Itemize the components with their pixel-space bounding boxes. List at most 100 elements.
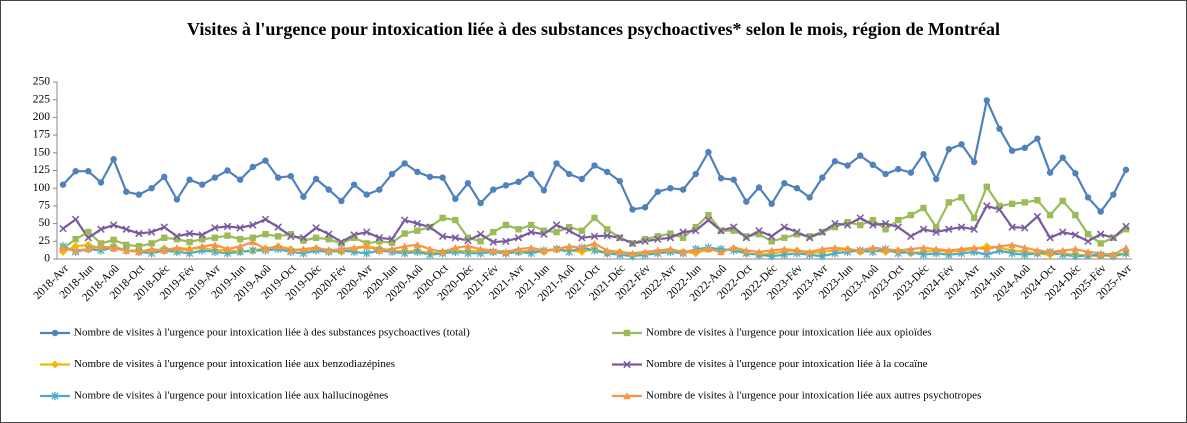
point <box>312 175 320 183</box>
point <box>945 225 953 233</box>
point <box>540 227 548 234</box>
point <box>236 176 244 183</box>
point <box>199 181 206 188</box>
point <box>1021 224 1029 232</box>
point <box>198 231 206 239</box>
point <box>464 180 472 187</box>
point <box>224 167 231 174</box>
point <box>413 219 422 228</box>
point <box>135 248 143 256</box>
y-tick-label: 250 <box>33 76 51 88</box>
point <box>198 242 206 250</box>
series-markers <box>59 97 1130 215</box>
point <box>945 246 953 254</box>
point <box>983 97 990 104</box>
point <box>983 245 991 253</box>
point <box>540 187 548 194</box>
point <box>135 243 143 250</box>
point <box>603 226 611 233</box>
point <box>945 199 953 206</box>
point <box>1071 231 1080 239</box>
point <box>439 174 446 181</box>
point <box>350 181 358 188</box>
point <box>312 234 320 241</box>
point <box>1021 250 1029 259</box>
point <box>148 185 155 192</box>
point <box>1059 246 1067 254</box>
point <box>71 215 80 224</box>
point <box>590 246 599 255</box>
point <box>1046 211 1054 219</box>
series-line <box>62 204 1127 245</box>
point <box>59 244 67 252</box>
point <box>590 239 599 247</box>
point <box>97 225 105 233</box>
point <box>882 170 889 178</box>
point <box>135 191 143 198</box>
point <box>692 170 699 178</box>
point <box>97 242 105 250</box>
point <box>679 186 687 193</box>
point <box>958 194 965 201</box>
point <box>895 216 902 224</box>
point <box>907 169 915 176</box>
point <box>362 228 371 236</box>
point <box>400 216 409 224</box>
point <box>84 245 93 253</box>
point <box>71 246 80 254</box>
point <box>426 223 434 231</box>
point <box>109 244 118 252</box>
point <box>805 234 814 242</box>
point <box>476 230 485 238</box>
point <box>565 242 573 250</box>
point <box>363 191 370 198</box>
point <box>464 242 472 250</box>
point <box>249 221 257 229</box>
point <box>793 228 801 236</box>
point <box>603 246 611 254</box>
point <box>1021 144 1028 152</box>
point <box>831 223 839 231</box>
point <box>553 160 560 167</box>
point <box>1021 199 1028 206</box>
point <box>704 245 713 253</box>
point <box>110 155 117 163</box>
point <box>1008 200 1016 207</box>
point <box>628 239 637 248</box>
point <box>679 228 687 236</box>
point <box>742 246 751 254</box>
point <box>325 246 333 254</box>
point <box>540 246 548 254</box>
point <box>274 174 282 181</box>
point <box>869 221 877 229</box>
point <box>388 235 396 243</box>
point <box>337 238 346 246</box>
point <box>831 219 839 228</box>
point <box>464 249 472 258</box>
point <box>819 174 826 181</box>
point <box>679 248 687 256</box>
point <box>1096 249 1105 257</box>
point <box>477 199 484 207</box>
point <box>843 221 852 229</box>
point <box>287 172 294 180</box>
y-tick-label: 0 <box>44 253 50 265</box>
point <box>211 241 219 249</box>
point <box>1059 154 1066 161</box>
point <box>857 221 864 229</box>
legend-label: Nombre de visites à l'urgence pour intox… <box>74 327 470 339</box>
point <box>1122 243 1130 251</box>
point <box>85 228 92 236</box>
point <box>388 239 396 246</box>
point <box>603 231 611 240</box>
point <box>1008 147 1016 154</box>
point <box>654 235 662 243</box>
point <box>401 230 408 237</box>
point <box>1097 240 1104 247</box>
point <box>907 211 915 219</box>
point <box>932 245 940 253</box>
point <box>1109 234 1118 242</box>
point <box>438 232 447 241</box>
point <box>730 176 737 183</box>
